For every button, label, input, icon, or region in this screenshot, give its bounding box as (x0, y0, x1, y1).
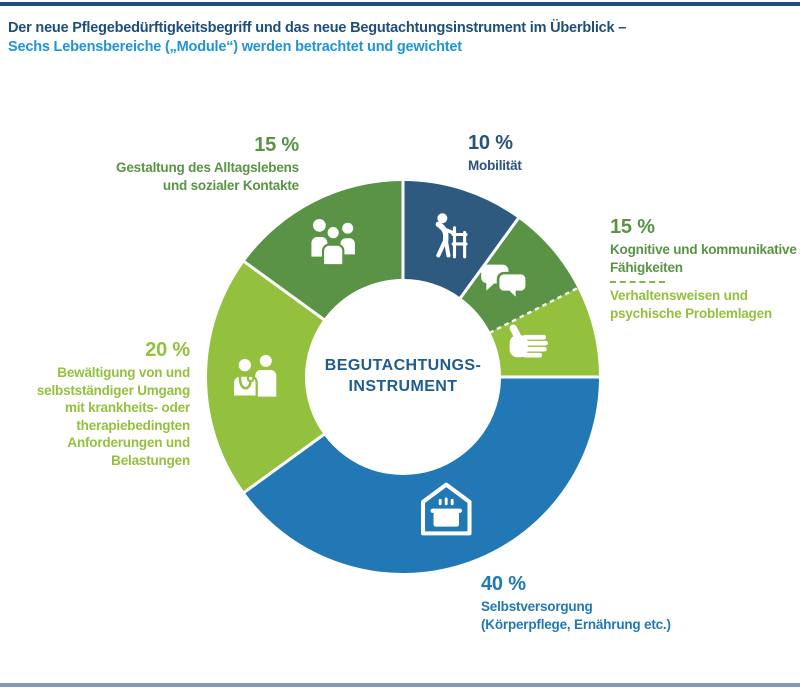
segment-separator-solid (458, 216, 521, 300)
callout-line: Mobilität (468, 158, 522, 173)
callout-line: Bewältigung von und (57, 365, 190, 380)
callout-line: Kognitive und kommunikative (610, 242, 797, 257)
callout-line: Anforderungen und (67, 435, 190, 450)
callout-line: und sozialer Kontakte (162, 177, 299, 193)
donut-center-label: BEGUTACHTUNGS- INSTRUMENT (293, 355, 513, 397)
title-line-1: Der neue Pflegebedürftigkeitsbegriff und… (8, 20, 627, 36)
callout-line: therapiebedingten (76, 417, 190, 433)
callout-percentage: 40 % (481, 573, 526, 595)
callout-mobilitaet: 10 % Mobilität (468, 131, 522, 175)
callout-line: Belastungen (111, 452, 190, 468)
callout-gestaltung: 15 % Gestaltung des Alltagslebens und sozi… (116, 133, 299, 194)
callout-line: mit krankheits- oder (64, 400, 190, 415)
callout-percentage: 15 % (610, 216, 655, 238)
callout-kognitiv-verhalten: 15 % Kognitive und kommunikative Fähigkeit… (610, 215, 797, 322)
callout-percentage: 10 % (468, 132, 513, 154)
center-label-line-1: BEGUTACHTUNGS- (324, 357, 482, 374)
page-title: Der neue Pflegebedürftigkeitsbegriff und… (8, 19, 626, 56)
callout-line: Selbstversorgung (481, 599, 593, 614)
callout-line: Gestaltung des Alltagslebens (116, 160, 299, 175)
callout-line: selbstständiger Umgang (36, 382, 190, 398)
callout-line: Fähigkeiten (610, 259, 683, 275)
callout-line: (Körperpflege, Ernährung etc.) (481, 616, 671, 632)
callout-percentage: 15 % (254, 134, 299, 156)
segment-separator-solid (242, 432, 326, 495)
bottom-rule (0, 683, 800, 687)
top-rule (0, 2, 800, 6)
callout-line: Verhaltensweisen und (610, 288, 748, 303)
segment-separator-solid (242, 259, 326, 322)
segment-mobilitaet (403, 181, 519, 298)
title-line-2: Sechs Lebensbereiche („Module“) werden b… (8, 38, 462, 55)
center-label-line-2: INSTRUMENT (348, 378, 458, 395)
callout-line: psychische Problemlagen (610, 305, 772, 321)
callout-bewaeltigung: 20 % Bewältigung von und selbstständiger U… (37, 338, 190, 469)
callout-percentage: 20 % (145, 339, 190, 361)
segment-selbstversorgung (244, 377, 599, 573)
dashed-divider (610, 281, 665, 283)
callout-selbstversorgung: 40 % Selbstversorgung (Körperpflege, Ernäh… (481, 572, 671, 633)
